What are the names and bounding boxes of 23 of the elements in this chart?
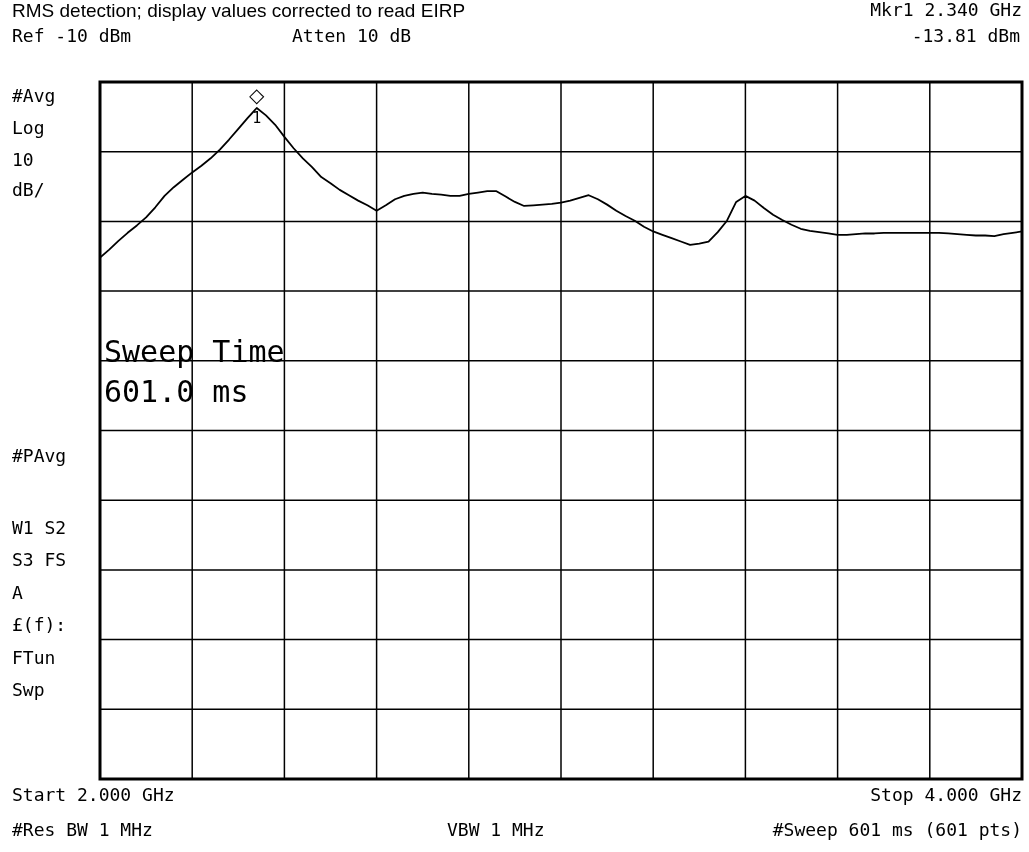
text: £(f): bbox=[12, 614, 67, 635]
text: #Res BW 1 MHz bbox=[12, 819, 153, 840]
text: #PAvg bbox=[12, 445, 67, 466]
text: dB/ bbox=[12, 179, 45, 200]
text: Atten 10 dB bbox=[292, 25, 412, 46]
text: 10 bbox=[12, 149, 34, 170]
text: W1 S2 bbox=[12, 517, 67, 538]
text: Mkr1 2.340 GHz bbox=[870, 0, 1022, 20]
text: A bbox=[12, 582, 23, 603]
text: -13.81 dBm bbox=[911, 25, 1020, 46]
text: VBW 1 MHz bbox=[447, 819, 545, 840]
text: Log bbox=[12, 117, 45, 138]
chart-title: RMS detection; display values corrected to read EIRP bbox=[12, 0, 466, 21]
text: Stop 4.000 GHz bbox=[870, 784, 1022, 805]
annotation: 1 bbox=[252, 109, 262, 127]
text: S3 FS bbox=[12, 549, 67, 570]
text: Ref -10 dBm bbox=[12, 25, 132, 46]
text: #Sweep 601 ms (601 pts) bbox=[772, 819, 1022, 840]
text: Swp bbox=[12, 679, 45, 700]
text: #Avg bbox=[12, 85, 56, 106]
text: Start 2.000 GHz bbox=[12, 784, 175, 805]
text: ◇ bbox=[249, 83, 266, 107]
text: FTun bbox=[12, 647, 56, 668]
